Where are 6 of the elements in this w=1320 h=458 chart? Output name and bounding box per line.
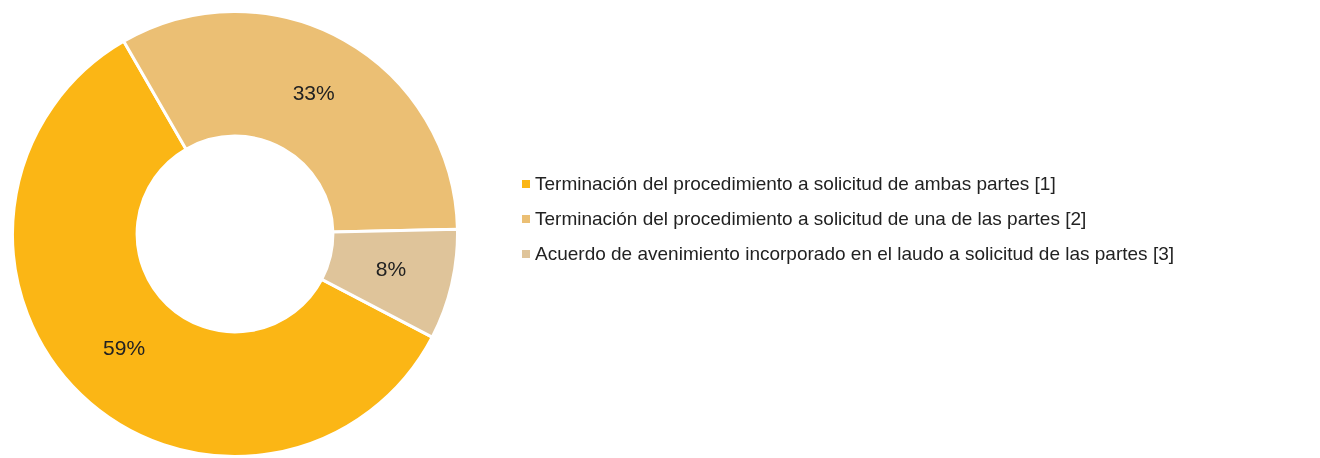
legend-label: Terminación del procedimiento a solicitud de ambas partes [1] <box>535 171 1056 195</box>
data-label: 33% <box>292 81 335 105</box>
legend-label: Terminación del procedimiento a solicitud de una de las partes [2] <box>535 206 1087 230</box>
data-label: 59% <box>103 336 146 360</box>
legend-label: Acuerdo de avenimiento incorporado en el laudo a solicitud de las partes [3] <box>535 241 1175 265</box>
data-label: 8% <box>375 257 407 281</box>
